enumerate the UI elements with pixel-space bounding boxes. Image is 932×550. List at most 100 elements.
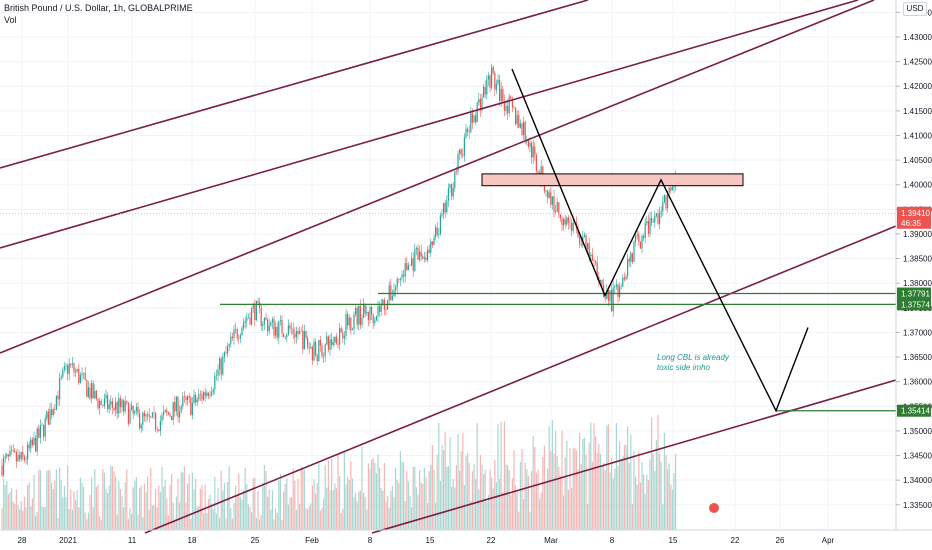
horizontal-levels[interactable] xyxy=(0,213,896,412)
candle-body xyxy=(667,192,669,209)
volume-bar xyxy=(222,490,224,530)
volume-bar xyxy=(403,462,405,530)
volume-bar xyxy=(191,473,193,530)
annotation-line-1: Long CBL is already xyxy=(657,353,730,362)
candle-body xyxy=(427,249,429,261)
candle-body xyxy=(84,372,86,381)
candle-body xyxy=(259,302,261,308)
candle-body xyxy=(263,317,265,324)
volume-bar xyxy=(6,481,8,530)
candle-body xyxy=(475,115,477,123)
volume-bar xyxy=(633,451,635,530)
candle-body xyxy=(524,121,526,142)
candle-body xyxy=(460,149,462,155)
volume-bar xyxy=(276,512,278,530)
candle-body xyxy=(409,265,411,266)
candle-body xyxy=(631,253,633,262)
volume-bar xyxy=(566,440,568,530)
candle-body xyxy=(294,333,296,338)
candle-body xyxy=(230,336,232,344)
candle-body xyxy=(614,286,616,288)
candle-body xyxy=(444,202,446,213)
candle-body xyxy=(577,228,579,237)
volume-bar xyxy=(347,476,349,530)
candle-body xyxy=(483,86,485,98)
time-axis[interactable]: 28 2021 11 18 25 Feb 8 15 22 Mar 8 15 22 26 Apr xyxy=(0,529,932,545)
volume-bar xyxy=(374,462,376,530)
volume-bar xyxy=(15,489,17,530)
volume-bar xyxy=(596,453,598,530)
candle-body xyxy=(363,304,365,318)
volume-bar xyxy=(481,464,483,530)
volume-bar xyxy=(23,496,25,530)
volume-bar xyxy=(305,508,307,530)
candle-body xyxy=(303,331,305,350)
volume-bar xyxy=(177,478,179,530)
volume-bar xyxy=(47,469,49,530)
candle-body xyxy=(100,400,102,406)
candle-body xyxy=(78,368,80,384)
x-tick-label: 18 xyxy=(188,536,197,545)
volume-bar xyxy=(559,475,561,530)
trend-lines[interactable] xyxy=(0,0,897,534)
y-tick-label: 1.38500 xyxy=(903,255,932,264)
volume-bar xyxy=(353,497,355,530)
currency-button[interactable]: USD xyxy=(903,2,927,16)
volume-bar xyxy=(270,509,272,530)
volume-bar xyxy=(54,480,56,530)
x-tick-label: 8 xyxy=(610,536,615,545)
candle-body xyxy=(473,115,475,123)
volume-bar xyxy=(606,425,608,530)
candle-body xyxy=(537,171,539,173)
candle-body xyxy=(327,336,329,350)
candle-body xyxy=(199,394,201,395)
volume-bar xyxy=(55,469,57,530)
candle-body xyxy=(430,241,432,253)
volume-bar xyxy=(214,476,216,530)
volume-bar xyxy=(340,513,342,530)
candle-body xyxy=(531,142,533,158)
resistance-zone-box xyxy=(481,173,744,187)
volume-bar xyxy=(438,422,440,530)
annotation-note[interactable]: Long CBL is already toxic side imho xyxy=(657,353,730,372)
candle-body xyxy=(195,394,197,403)
volume-bar xyxy=(11,488,13,530)
price-axis[interactable]: 1.335001.340001.345001.350001.355001.360… xyxy=(895,0,932,530)
volume-bar xyxy=(508,469,510,530)
volume-bar xyxy=(409,495,411,530)
candle-body xyxy=(478,99,480,103)
volume-bar xyxy=(564,457,566,530)
volume-bar xyxy=(665,454,667,530)
trend-line xyxy=(371,379,897,534)
candle-body xyxy=(345,314,347,337)
volume-bar xyxy=(380,488,382,530)
candle-body xyxy=(92,383,94,399)
volume-bar xyxy=(313,479,315,530)
volume-bar xyxy=(62,497,64,530)
trend-line xyxy=(144,225,897,534)
candle-body xyxy=(219,358,221,370)
candle-body xyxy=(278,320,280,338)
volume-bar xyxy=(505,464,507,530)
volume-bar xyxy=(439,481,441,530)
x-tick-label: 26 xyxy=(776,536,785,545)
volume-bar xyxy=(204,484,206,530)
volume-bar xyxy=(33,474,35,530)
y-tick-label: 1.40000 xyxy=(903,181,932,190)
volume-bar xyxy=(159,491,161,530)
resistance-zone[interactable] xyxy=(481,173,744,187)
volume-bar xyxy=(193,489,195,530)
candle-body xyxy=(275,326,277,336)
candle-body xyxy=(435,227,437,238)
projection-path[interactable] xyxy=(511,68,809,413)
volume-bar xyxy=(201,485,203,530)
candle-body xyxy=(396,279,398,288)
volume-bar xyxy=(500,422,502,530)
volume-bar xyxy=(367,463,369,530)
candle-body xyxy=(519,123,521,128)
volume-bar xyxy=(671,489,673,530)
candle-body xyxy=(377,306,379,317)
candle-body xyxy=(348,317,350,326)
volume-bar xyxy=(540,492,542,530)
